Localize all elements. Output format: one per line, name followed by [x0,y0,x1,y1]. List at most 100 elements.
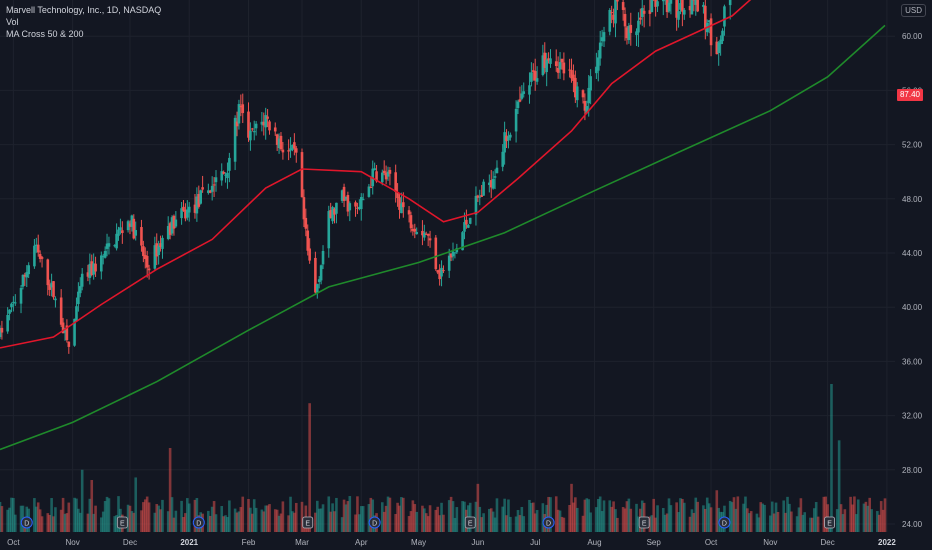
earnings-icon[interactable]: E [638,516,650,529]
candle-body [333,209,336,215]
candle-body [134,230,138,236]
earnings-icon[interactable]: E [464,516,476,529]
chart-legend: Marvell Technology, Inc., 1D, NASDAQ Vol… [6,4,161,40]
candle-body [0,328,2,338]
candle-body [80,273,84,287]
candle-body [451,251,455,257]
dividend-badge [20,516,33,529]
volume-legend[interactable]: Vol [6,17,19,27]
volume-bar [600,511,604,532]
candle-body [629,24,633,33]
candle-body [319,265,323,281]
volume-bar [105,496,109,532]
candle-body [509,134,512,138]
volume-bar [856,499,860,532]
volume-bar [572,502,575,532]
volume-bar [277,515,281,532]
candle-body [654,0,657,7]
candle-body [556,67,560,73]
candle-body [702,4,705,7]
volume-bar [447,500,451,532]
event-marker-label: D [24,521,29,528]
candle-body [560,58,564,63]
candle-body [235,121,239,127]
candle-body [382,170,386,174]
currency-badge[interactable]: USD [901,4,926,17]
volume-bar [6,509,9,532]
volume-bar [480,517,483,532]
volume-bar [46,513,50,532]
candle-body [331,207,334,222]
volume-bar [10,497,13,532]
candle-body [388,169,392,174]
dividend-icon[interactable]: D [718,516,731,529]
volume-bar [340,517,344,532]
time-axis[interactable]: Oct Nov Dec 2021 Feb Mar Apr May Jun Jul Aug Sep Oct… [7,538,896,547]
ma-cross-legend[interactable]: MA Cross 50 & 200 [6,29,84,39]
volume-bar [715,490,719,532]
candle-body [21,274,25,287]
volume-bar [541,503,545,532]
candle-body [442,270,445,272]
candle-body [33,245,36,267]
candle-body [67,341,71,347]
candle-body [220,171,224,181]
earnings-icon[interactable]: E [302,516,314,529]
volume-bar [319,508,323,532]
candle-body [373,168,376,171]
dividend-icon[interactable]: D [542,516,555,529]
volume-bar [864,501,868,532]
candle-body [682,9,686,15]
volume-bar [208,515,212,532]
volume-bar [103,500,107,532]
candle-body [275,134,279,145]
price-axis[interactable]: 24.00 28.00 32.00 36.00 40.00 44.00 48.00 52.00… [902,0,923,529]
volume-bar [612,501,615,532]
candle-body [172,215,176,229]
volume-bar [518,515,522,532]
volume-bar [88,498,92,532]
candle-body [575,86,579,101]
candle-body [415,232,418,235]
candle-body [300,152,304,198]
volume-bar [788,503,791,532]
dividend-badge [368,516,381,529]
candle-body [453,252,457,254]
candle-body [493,176,497,178]
volume-bar [509,516,512,532]
candle-body [614,0,617,24]
dividend-icon[interactable]: D [368,516,381,529]
volume-bar [707,503,711,532]
volume-bar [220,506,224,532]
candle-body [447,255,451,271]
dividend-icon[interactable]: D [192,516,205,529]
x-tick-label: Jun [471,538,484,547]
candle-body [237,104,241,124]
candle-body [369,186,373,188]
volume-bar [803,512,807,532]
volume-bar [293,512,296,532]
candle-body [277,138,281,149]
earnings-icon[interactable]: E [116,516,128,529]
volume-bar [128,505,132,532]
volume-bar [681,498,684,532]
volume-bar [665,513,669,532]
x-tick-label: 2022 [878,538,896,547]
symbol-title[interactable]: Marvell Technology, Inc., 1D, NASDAQ [6,5,162,15]
candle-body [27,265,30,275]
volume-bar [530,502,533,532]
dividend-icon[interactable]: D [20,516,33,529]
candle-body [627,25,631,41]
volume-bar [669,505,673,532]
candle-body [585,106,589,114]
volume-bar [187,503,191,532]
volume-bar [182,517,185,532]
volume-bar [73,497,76,532]
volume-bar [186,498,189,532]
volume-bar [786,496,789,532]
y-tick-label: 36.00 [902,357,923,366]
earnings-icon[interactable]: E [824,516,835,529]
candle-body [113,245,116,247]
volume-bar [440,502,443,532]
